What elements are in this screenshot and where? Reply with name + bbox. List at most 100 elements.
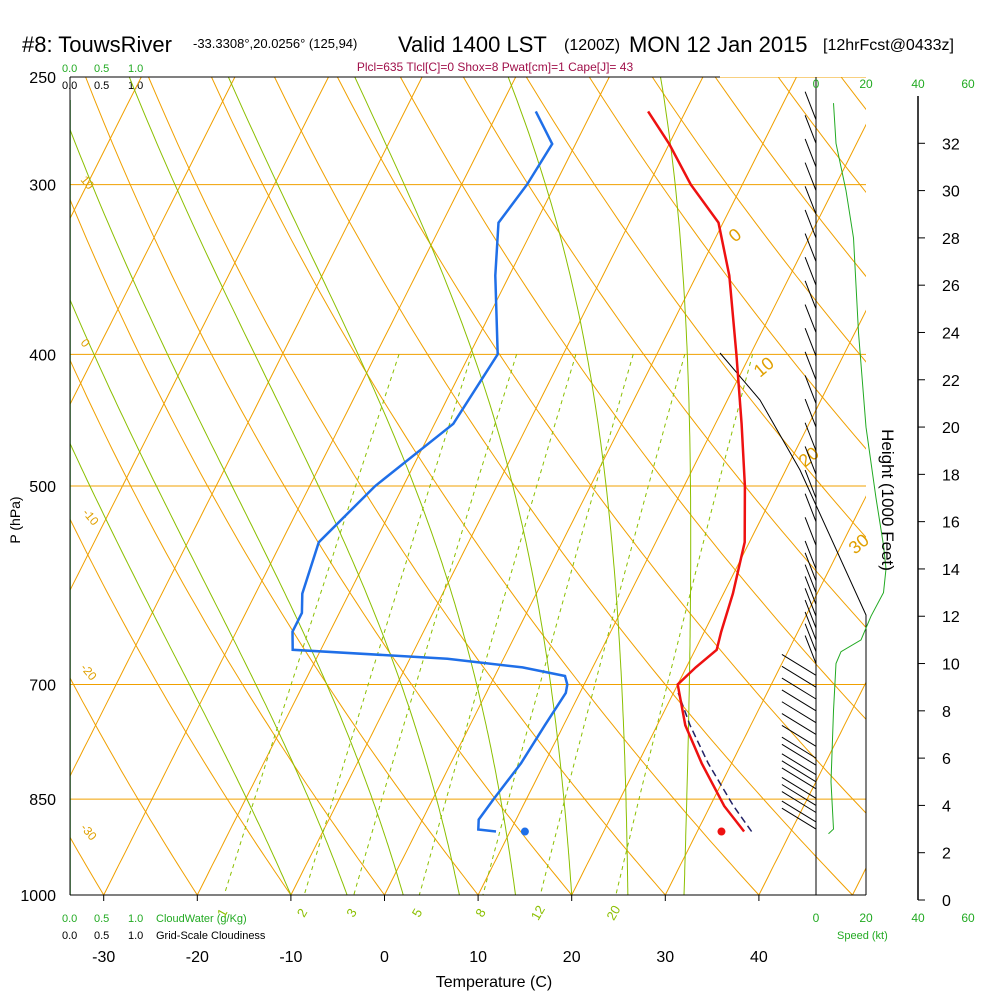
wind-barb xyxy=(804,469,817,499)
wind-barb xyxy=(781,760,817,783)
moist-adiabat-line xyxy=(70,298,348,895)
temperature-tick-label: 30 xyxy=(656,949,674,966)
isotherm-line xyxy=(196,77,610,895)
wind-barb xyxy=(804,446,817,475)
wind-barb xyxy=(781,736,817,759)
dry-adiabat-line xyxy=(0,77,10,895)
wind-barb xyxy=(804,257,817,286)
y-axis-title: P (hPa) xyxy=(7,496,23,543)
wind-barb xyxy=(804,564,817,593)
speed-top-tick-label: 60 xyxy=(961,77,975,91)
top-green-scale-0: 0.0 xyxy=(62,63,77,75)
wind-barb xyxy=(804,517,817,546)
isotherm-line xyxy=(70,77,329,592)
height-tick-label: 22 xyxy=(942,373,960,390)
bottom-black-scale-2: 1.0 xyxy=(128,930,143,942)
temperature-trace xyxy=(647,110,747,833)
dry-adiabat-line xyxy=(588,77,866,450)
pressure-tick-label: 500 xyxy=(29,479,56,496)
moist-adiabat-line xyxy=(70,442,292,895)
mixing-ratio-label: 5 xyxy=(409,906,426,920)
wind-panel-outline xyxy=(719,352,867,895)
isotherm-line xyxy=(571,309,866,895)
diagram-grid xyxy=(0,77,866,895)
moist-adiabat-line xyxy=(354,77,573,895)
pressure-tick-label: 400 xyxy=(29,347,56,364)
wind-barb xyxy=(781,767,817,790)
top-green-scale-1: 0.5 xyxy=(94,63,109,75)
speed-top-tick-label: 40 xyxy=(911,77,925,91)
bottom-black-scale-0: 0.0 xyxy=(62,930,77,942)
mixing-ratio-label: 3 xyxy=(343,906,360,920)
bottom-green-scale-2: 1.0 xyxy=(128,913,143,925)
dry-adiabat-line xyxy=(274,77,853,895)
adiabat-label: 30 xyxy=(845,530,873,558)
forecast-date: MON 12 Jan 2015 xyxy=(629,32,808,57)
height-tick-label: 0 xyxy=(942,893,951,910)
adiabat-label: 0 xyxy=(725,224,746,246)
speed-bottom-tick-label: 60 xyxy=(961,911,975,925)
wind-barb xyxy=(804,162,817,191)
mixing-ratio-label: 8 xyxy=(472,906,489,920)
wind-speed-profile xyxy=(828,103,887,835)
wind-barb xyxy=(804,209,817,239)
wind-barb xyxy=(781,654,817,676)
parcel-trace xyxy=(677,692,753,832)
moist-adiabat-line xyxy=(660,77,692,895)
temperature-tick-label: -20 xyxy=(186,949,209,966)
station-title: #8: TouwsRiver xyxy=(22,32,172,57)
isotherm-line xyxy=(290,77,704,895)
wind-barb xyxy=(804,540,817,570)
wind-barb xyxy=(781,677,817,700)
wind-barb xyxy=(781,743,817,766)
temperature-tick-label: 20 xyxy=(563,949,581,966)
utc-time: (1200Z) xyxy=(564,37,620,54)
wind-barb xyxy=(804,115,817,144)
height-tick-label: 10 xyxy=(942,657,960,674)
dry-adiabat-line xyxy=(70,518,292,895)
mixing-ratio-label: 12 xyxy=(528,903,548,923)
temperature-tick-label: -30 xyxy=(92,949,115,966)
wind-barb xyxy=(781,784,817,806)
wind-barb xyxy=(804,280,817,310)
mixing-ratio-label: 2 xyxy=(294,906,311,920)
isotherm-line xyxy=(384,77,797,895)
bottom-black-scale-1: 0.5 xyxy=(94,930,109,942)
mixing-ratio-line xyxy=(539,354,686,895)
wind-barb xyxy=(781,689,817,712)
dry-adiabat-line xyxy=(462,77,866,629)
wind-barb xyxy=(781,713,817,735)
cloudiness-label: Grid-Scale Cloudiness xyxy=(156,930,266,942)
height-tick-label: 12 xyxy=(942,609,960,626)
height-tick-label: 8 xyxy=(942,704,951,721)
wind-barb xyxy=(804,138,817,168)
height-axis-title: Height (1000 Feet) xyxy=(878,429,897,571)
sounding-profiles xyxy=(70,100,753,895)
x-axis-title: Temperature (C) xyxy=(436,974,552,991)
speed-top-tick-label: 20 xyxy=(859,77,873,91)
cloudwater-label: CloudWater (g/Kg) xyxy=(156,913,247,925)
wind-barb xyxy=(804,304,817,333)
wind-panel: 0 20 40 600 20 40 60 xyxy=(719,77,975,925)
height-tick-label: 18 xyxy=(942,467,960,484)
wind-barb xyxy=(804,552,817,581)
dry-adiabat-line xyxy=(651,77,866,363)
dry-adiabat-line xyxy=(70,198,479,895)
forecast-run: [12hrFcst@0433z] xyxy=(823,37,954,54)
wind-barb xyxy=(781,724,817,747)
dry-adiabat-line xyxy=(211,77,760,895)
wind-barb xyxy=(804,493,817,522)
wind-barb xyxy=(804,588,817,617)
pressure-tick-label: 700 xyxy=(29,678,56,695)
wind-barb xyxy=(781,701,817,724)
wind-barb xyxy=(804,327,817,357)
top-black-scale-1: 0.5 xyxy=(94,80,109,92)
wind-barb xyxy=(781,753,817,776)
wind-barb xyxy=(781,791,817,813)
moist-adiabat-line xyxy=(507,77,629,895)
top-green-scale-2: 1.0 xyxy=(128,63,143,75)
wind-barb xyxy=(804,91,817,120)
mixing-ratio-line xyxy=(223,354,400,895)
wind-barb xyxy=(781,807,817,830)
wind-barb xyxy=(804,576,817,605)
